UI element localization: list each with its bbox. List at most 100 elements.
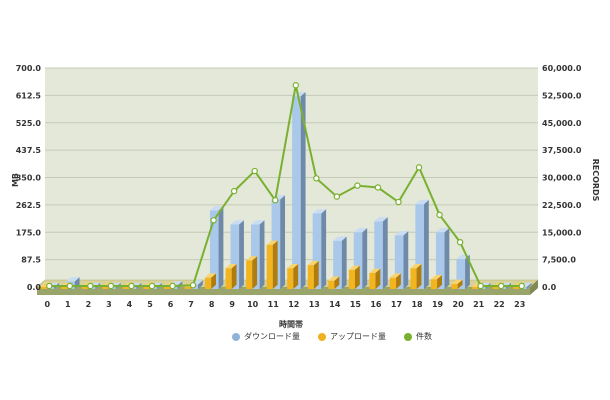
- bar-download[interactable]: [230, 220, 244, 289]
- x-tick-label: 19: [432, 300, 444, 309]
- line-records-point[interactable]: [66, 282, 74, 290]
- bar-upload[interactable]: [451, 279, 463, 289]
- line-records-point[interactable]: [169, 282, 176, 290]
- bar-download[interactable]: [333, 236, 347, 289]
- line-records-point[interactable]: [251, 167, 258, 175]
- bar-upload[interactable]: [287, 264, 299, 289]
- line-records-point[interactable]: [354, 182, 361, 189]
- bar-download[interactable]: [435, 228, 450, 289]
- bar-download-side: [526, 282, 532, 289]
- bar-download[interactable]: [292, 91, 306, 290]
- bar-download-side: [259, 220, 265, 289]
- legend-label-upload: アップロード量: [330, 332, 386, 341]
- bar-download-top: [66, 277, 80, 282]
- bar-upload-side: [293, 264, 299, 289]
- bar-upload-front: [348, 269, 355, 289]
- line-records-point[interactable]: [374, 184, 382, 191]
- line-records-point[interactable]: [415, 164, 423, 171]
- line-records-point[interactable]: [477, 282, 484, 290]
- bar-upload[interactable]: [225, 264, 237, 289]
- bar-upload[interactable]: [266, 240, 278, 289]
- bar-download-top: [333, 236, 347, 241]
- bar-upload[interactable]: [246, 256, 258, 289]
- y-tick-label: 350.0: [16, 174, 42, 183]
- bar-upload[interactable]: [307, 260, 319, 289]
- y-tick-label: 612.5: [16, 91, 42, 100]
- bar-upload-front: [410, 268, 417, 289]
- bar-download-front: [394, 235, 404, 289]
- legend-item-download[interactable]: ダウンロード量: [232, 331, 300, 342]
- bar-download[interactable]: [374, 217, 388, 289]
- x-axis-title: 時間帯: [279, 319, 303, 329]
- line-records-point[interactable]: [272, 197, 279, 204]
- y-tick-label: 525.0: [16, 119, 42, 128]
- bar-upload-front: [143, 287, 150, 289]
- line-records-point[interactable]: [497, 282, 505, 290]
- line-records-point[interactable]: [128, 282, 135, 290]
- x-tick-label: 20: [453, 300, 465, 309]
- bar-download-front: [230, 224, 240, 289]
- bar-upload[interactable]: [205, 273, 216, 289]
- bar-upload[interactable]: [430, 274, 442, 289]
- bar-download[interactable]: [209, 206, 224, 289]
- y2-tick-label: 15,000.0: [542, 228, 582, 237]
- bar-download-side: [218, 206, 224, 289]
- line-records-point[interactable]: [333, 193, 341, 200]
- bar-download-side: [362, 228, 368, 289]
- x-tick-label: 16: [370, 300, 382, 309]
- legend-item-upload[interactable]: アップロード量: [318, 331, 386, 342]
- x-tick-label: 12: [288, 300, 299, 309]
- line-records-point[interactable]: [87, 282, 94, 290]
- bar-download-top: [312, 209, 327, 214]
- bar-download[interactable]: [312, 209, 327, 289]
- bar-download-front: [209, 210, 219, 289]
- line-records-point[interactable]: [210, 217, 217, 224]
- bar-upload-side: [334, 276, 340, 289]
- line-records-point[interactable]: [107, 282, 115, 290]
- line-records-point[interactable]: [395, 198, 402, 206]
- x-tick-label: 13: [309, 300, 320, 309]
- line-records-point[interactable]: [189, 282, 197, 289]
- x-tick-label: 10: [247, 300, 259, 309]
- bar-upload-front: [61, 287, 68, 289]
- y-tick-label: 175.0: [16, 228, 42, 237]
- bar-download[interactable]: [353, 228, 368, 289]
- line-records-point[interactable]: [436, 211, 443, 219]
- bar-upload-side: [354, 265, 360, 289]
- bar-upload[interactable]: [410, 264, 422, 289]
- bar-upload[interactable]: [328, 276, 340, 289]
- line-records-point[interactable]: [313, 175, 320, 182]
- bar-download-front: [456, 258, 466, 289]
- bar-upload[interactable]: [348, 265, 360, 289]
- bar-upload-side: [272, 240, 278, 289]
- bar-upload-front: [163, 287, 171, 289]
- line-records-point[interactable]: [456, 238, 464, 246]
- x-tick-label: 15: [350, 300, 362, 309]
- line-records-point[interactable]: [518, 282, 525, 290]
- line-records-point[interactable]: [46, 282, 53, 290]
- line-records-point[interactable]: [230, 187, 238, 195]
- bar-upload-front: [472, 287, 479, 289]
- y2-tick-label: 52,500.0: [542, 91, 582, 100]
- bar-download[interactable]: [394, 231, 409, 289]
- x-tick-label: 4: [127, 300, 133, 309]
- bar-download-side: [198, 280, 203, 289]
- line-records-point[interactable]: [148, 282, 156, 290]
- y2-tick-label: 22,500.0: [542, 201, 582, 210]
- y2-axis-title: RECORDS: [591, 159, 600, 202]
- bar-upload-top: [307, 260, 319, 266]
- bar-upload-top: [205, 273, 216, 278]
- bar-download-top: [353, 228, 368, 233]
- bar-download[interactable]: [415, 199, 429, 289]
- y-tick-label: 262.5: [16, 201, 42, 210]
- y-axis-title: MB: [11, 173, 20, 187]
- bar-upload[interactable]: [369, 268, 381, 289]
- bar-upload[interactable]: [389, 273, 401, 289]
- line-records-point[interactable]: [292, 82, 299, 89]
- bar-download-side: [424, 199, 429, 289]
- bar-upload-front: [266, 244, 273, 289]
- bar-download-side: [321, 209, 327, 289]
- legend-item-count[interactable]: 件数: [404, 331, 432, 342]
- legend-swatch-upload: [318, 332, 326, 341]
- bar-download-top: [374, 217, 388, 222]
